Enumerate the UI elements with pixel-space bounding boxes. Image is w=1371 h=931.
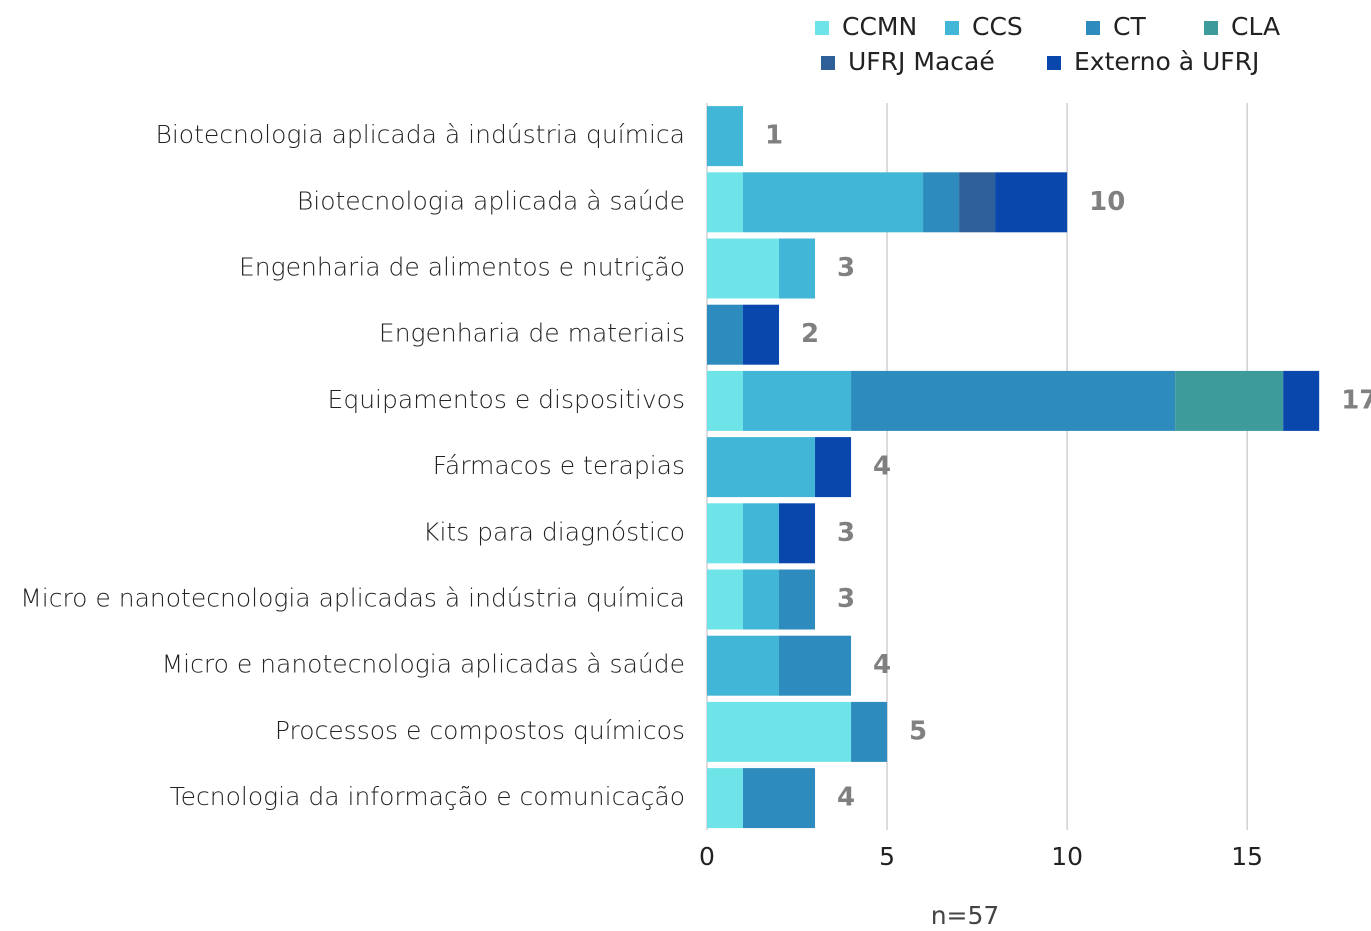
bar-segment [779, 503, 816, 564]
total-label: 4 [873, 650, 891, 680]
legend-marker [945, 21, 959, 35]
bar-segment [707, 635, 780, 696]
legend-label: UFRJ Macaé [848, 47, 995, 76]
y-tick-label: Micro e nanotecnologia aplicadas à saúde [162, 650, 685, 679]
y-tick-label: Equipamentos e dispositivos [328, 385, 685, 414]
bar-segment [815, 437, 852, 498]
bar-segment [1175, 370, 1284, 431]
total-label: 5 [909, 716, 927, 746]
legend-label: CCS [972, 12, 1023, 41]
bar-segment [779, 238, 816, 299]
bar-segment [851, 701, 888, 762]
total-label: 3 [837, 518, 855, 548]
legend-marker [821, 56, 835, 70]
bar-segment [707, 701, 852, 762]
total-label: 17 [1341, 385, 1371, 415]
y-tick-label: Engenharia de alimentos e nutrição [239, 253, 685, 282]
bar-segment [851, 370, 1176, 431]
annotation: n=57 [931, 901, 1000, 930]
y-tick-label: Engenharia de materiais [379, 319, 685, 348]
y-tick-label: Fármacos e terapias [433, 451, 685, 480]
bar-segment [779, 635, 852, 696]
bar-segment [743, 768, 816, 829]
bar-segment [707, 106, 744, 167]
total-label: 4 [873, 452, 891, 482]
legend-marker [1086, 21, 1100, 35]
bar-segment [707, 503, 744, 564]
y-tick-label: Micro e nanotecnologia aplicadas à indús… [20, 584, 685, 613]
bar-segment [707, 304, 744, 365]
bar-segment [995, 172, 1068, 233]
bar-segment [707, 437, 816, 498]
legend-marker [815, 21, 829, 35]
y-tick-label: Tecnologia da informação e comunicação [170, 782, 685, 811]
bar-segment [743, 172, 924, 233]
legend-marker [1204, 21, 1218, 35]
bar-segment [779, 569, 816, 630]
y-tick-label: Processos e compostos químicos [275, 716, 685, 745]
y-tick-label: Biotecnologia aplicada à saúde [297, 186, 685, 215]
bar-segment [743, 569, 780, 630]
total-label: 3 [837, 584, 855, 614]
x-tick-label: 5 [879, 842, 895, 871]
bar-segment [743, 503, 780, 564]
total-label: 4 [837, 783, 855, 813]
bar-segment [743, 370, 852, 431]
y-tick-label: Biotecnologia aplicada à indústria quími… [155, 120, 685, 149]
y-tick-label: Kits para diagnóstico [423, 517, 685, 546]
legend-label: Externo à UFRJ [1074, 47, 1259, 76]
legend-label: CCMN [842, 12, 917, 41]
bar-segment [959, 172, 996, 233]
x-tick-label: 15 [1231, 842, 1263, 871]
bar-segment [707, 768, 744, 829]
total-label: 3 [837, 253, 855, 283]
bar-segment [923, 172, 960, 233]
x-tick-label: 10 [1051, 842, 1083, 871]
total-label: 10 [1089, 187, 1125, 217]
bar-segment [707, 172, 744, 233]
bar-segment [707, 370, 744, 431]
x-tick-label: 0 [699, 842, 715, 871]
legend-label: CT [1113, 12, 1146, 41]
legend-label: CLA [1231, 12, 1280, 41]
total-label: 1 [765, 121, 783, 151]
bar-segment [707, 238, 780, 299]
bar-segment [743, 304, 780, 365]
bar-segment [707, 569, 744, 630]
bar-segment [1283, 370, 1320, 431]
total-label: 2 [801, 319, 819, 349]
legend-marker [1047, 56, 1061, 70]
